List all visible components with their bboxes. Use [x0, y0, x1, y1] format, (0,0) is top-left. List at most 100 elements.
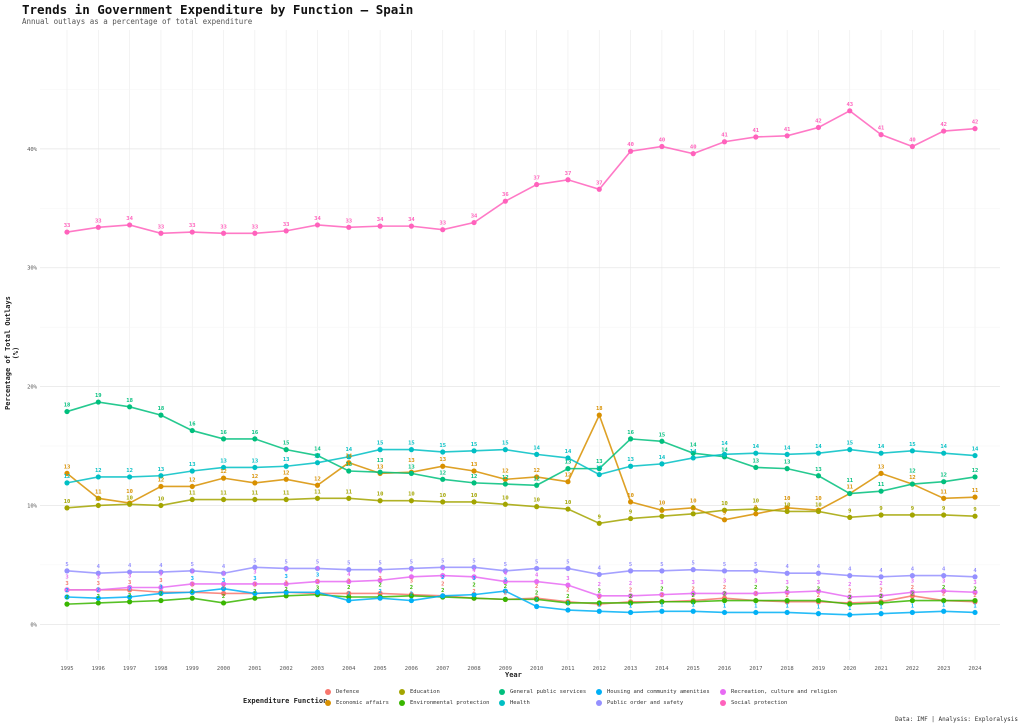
data-point-education	[565, 506, 571, 512]
data-label-general-public-services: 11	[846, 478, 853, 484]
data-label-health: 14	[878, 444, 885, 450]
data-label-housing-and-community-amenities: 1	[692, 602, 696, 608]
data-label-general-public-services: 15	[283, 441, 290, 447]
data-label-recreation-culture-and-religion: 2	[879, 581, 882, 587]
data-label-public-order-and-safety: 5	[253, 558, 256, 564]
data-label-environmental-protection: 2	[472, 583, 475, 589]
data-label-economic-affairs: 12	[909, 475, 916, 481]
data-point-environmental-protection	[502, 596, 508, 602]
data-point-health	[440, 449, 446, 455]
data-label-defence: 3	[285, 580, 288, 586]
data-label-social-protection: 34	[377, 217, 384, 223]
data-point-environmental-protection	[189, 595, 195, 601]
legend-key	[596, 700, 602, 706]
data-point-environmental-protection	[220, 600, 227, 606]
data-point-public-order-and-safety	[565, 565, 571, 572]
x-tick-label: 2014	[655, 666, 669, 672]
data-point-recreation-culture-and-religion	[690, 590, 696, 597]
data-label-environmental-protection: 2	[566, 594, 569, 600]
caption: Data: IMF | Analysis: Exploralysis	[895, 716, 1018, 723]
data-point-general-public-services	[158, 412, 164, 418]
data-point-health	[596, 471, 602, 478]
data-label-housing-and-community-amenities: 2	[410, 592, 413, 598]
data-point-public-order-and-safety	[440, 564, 446, 570]
data-label-housing-and-community-amenities: 1	[629, 603, 633, 609]
data-point-housing-and-community-amenities	[690, 608, 696, 614]
x-tick-label: 2007	[436, 666, 449, 672]
data-point-economic-affairs	[283, 476, 289, 482]
chart-title: Trends in Government Expenditure by Func…	[22, 2, 414, 17]
data-label-economic-affairs: 12	[252, 474, 259, 480]
data-label-public-order-and-safety: 4	[911, 567, 915, 573]
data-label-social-protection: 33	[189, 223, 196, 229]
x-tick-label: 2010	[530, 666, 543, 672]
data-point-recreation-culture-and-religion	[471, 574, 477, 580]
data-label-recreation-culture-and-religion: 2	[848, 582, 851, 588]
data-label-economic-affairs: 12	[189, 477, 196, 483]
series-line-public-order-and-safety	[66, 566, 976, 578]
data-point-public-order-and-safety	[377, 567, 383, 573]
data-label-general-public-services: 13	[345, 462, 352, 468]
data-label-environmental-protection: 2	[942, 585, 945, 591]
data-label-social-protection: 34	[471, 214, 478, 220]
data-point-general-public-services	[127, 404, 133, 410]
data-label-social-protection: 41	[753, 128, 760, 134]
data-label-housing-and-community-amenities: 1	[723, 603, 727, 609]
data-point-education	[471, 499, 477, 505]
data-label-social-protection: 33	[252, 224, 259, 230]
data-point-recreation-culture-and-religion	[972, 589, 978, 595]
data-point-education	[377, 498, 383, 504]
data-point-education	[346, 495, 352, 501]
data-point-recreation-culture-and-religion	[346, 578, 352, 585]
data-point-social-protection	[784, 133, 790, 139]
data-label-environmental-protection: 2	[285, 587, 288, 593]
data-label-health: 14	[753, 444, 760, 450]
data-label-recreation-culture-and-religion: 3	[191, 570, 194, 576]
data-point-economic-affairs	[314, 482, 321, 488]
data-label-education: 9	[879, 506, 882, 512]
data-point-social-protection	[189, 229, 195, 235]
data-point-public-order-and-safety	[534, 565, 540, 572]
data-point-education	[440, 499, 446, 505]
data-point-general-public-services	[283, 447, 289, 453]
data-point-public-order-and-safety	[596, 571, 602, 578]
data-label-social-protection: 40	[659, 137, 666, 143]
data-label-education: 10	[471, 493, 478, 499]
x-tick-label: 1999	[186, 666, 199, 672]
data-label-defence: 3	[253, 583, 256, 589]
data-label-economic-affairs: 13	[377, 464, 384, 470]
data-point-economic-affairs	[471, 468, 477, 474]
data-label-health: 14	[721, 441, 728, 447]
data-label-defence: 3	[65, 581, 68, 587]
data-label-recreation-culture-and-religion: 3	[128, 573, 131, 579]
data-label-environmental-protection: 2	[598, 589, 601, 595]
data-label-housing-and-community-amenities: 3	[504, 577, 507, 583]
data-point-public-order-and-safety	[784, 570, 790, 576]
data-label-health: 13	[220, 458, 227, 464]
data-point-general-public-services	[534, 482, 540, 488]
data-point-housing-and-community-amenities	[972, 609, 978, 616]
series-line-education	[66, 497, 976, 525]
data-label-environmental-protection: 2	[535, 590, 538, 596]
data-point-economic-affairs	[753, 511, 759, 517]
data-label-education: 11	[283, 491, 290, 497]
data-point-housing-and-community-amenities	[314, 589, 321, 595]
data-point-housing-and-community-amenities	[471, 592, 477, 598]
data-label-public-order-and-safety: 4	[128, 563, 132, 569]
data-label-economic-affairs: 14	[345, 454, 352, 460]
data-label-public-order-and-safety: 4	[598, 565, 602, 571]
legend-item: Public order and safety	[596, 700, 683, 706]
data-point-economic-affairs	[64, 470, 70, 476]
data-point-housing-and-community-amenities	[502, 588, 508, 594]
data-point-environmental-protection	[815, 597, 822, 604]
data-point-health	[565, 455, 571, 461]
data-point-social-protection	[502, 198, 508, 204]
data-point-social-protection	[127, 222, 133, 228]
data-point-public-order-and-safety	[909, 573, 915, 579]
data-point-health	[753, 450, 759, 456]
data-point-education	[283, 496, 289, 503]
data-point-housing-and-community-amenities	[377, 595, 383, 601]
data-point-social-protection	[565, 177, 571, 183]
x-tick-label: 2019	[812, 666, 825, 672]
data-label-environmental-protection: 2	[785, 586, 788, 592]
